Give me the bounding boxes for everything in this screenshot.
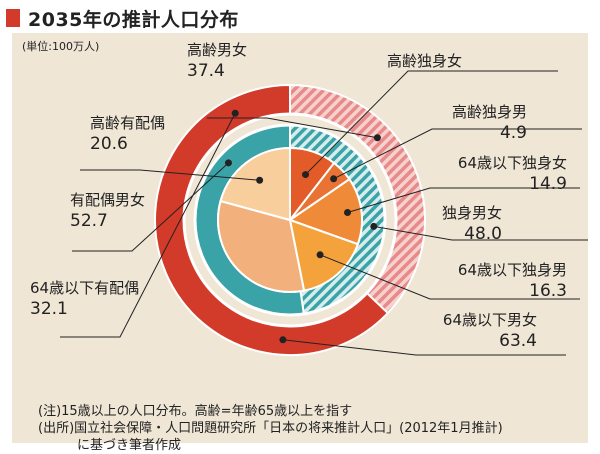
slice-label-value: 4.9 (500, 123, 527, 143)
leader-lines (60, 70, 588, 356)
slice-labels: 高齢男女 37.4 高齢有配偶 20.6 有配偶男女 52.7 64歳以下有配偶 32.1 高齢… (30, 41, 567, 351)
note-line: (出所)国立社会保障・人口問題研究所「日本の将来推計人口」(2012年1月推計) (38, 421, 503, 436)
slice-label-value: 16.3 (529, 281, 567, 301)
leader-dot (330, 175, 338, 183)
donut-chart: 高齢男女 37.4 高齢有配偶 20.6 有配偶男女 52.7 64歳以下有配偶 32.1 高齢… (22, 39, 588, 356)
slice-label-name: 高齢独身女 (387, 52, 462, 70)
leader-dot (224, 159, 232, 167)
slice-label-value: 37.4 (187, 61, 225, 81)
leader-line (282, 339, 566, 356)
slice-label-value: 48.0 (464, 224, 502, 244)
slice-label-value: 14.9 (529, 174, 567, 194)
title-marker (6, 9, 20, 27)
note-line: に基づき筆者作成 (38, 438, 182, 453)
leader-line (207, 117, 378, 139)
unit-label: (単位:100万人) (22, 39, 99, 53)
slice-label-name: 64歳以下独身男 (458, 261, 567, 279)
leader-dot (256, 176, 264, 184)
leader-line (319, 254, 580, 300)
slice-label-name: 64歳以下有配偶 (30, 279, 139, 297)
leader-line (347, 187, 580, 213)
slice-label-value: 32.1 (30, 299, 68, 319)
slice-label-name: 64歳以下独身女 (458, 154, 567, 172)
inner-ring-slice (287, 177, 363, 246)
leader-dot (231, 109, 239, 117)
slice-label-name: 高齢独身男 (452, 103, 527, 121)
chart-title: 2035年の推計人口分布 (28, 8, 239, 31)
slice-label-value: 20.6 (90, 134, 128, 154)
leader-line (373, 225, 588, 241)
ring-separator (182, 112, 398, 328)
slice-label-name: 有配偶男女 (70, 191, 145, 209)
leader-dot (344, 208, 352, 216)
leader-line (333, 128, 582, 180)
leader-dot (373, 134, 381, 142)
leader-dot (370, 222, 378, 230)
inner-ring-slice (219, 146, 291, 222)
leader-line (72, 162, 229, 252)
slice-label-value: 63.4 (499, 331, 537, 351)
ring-separator (193, 123, 387, 317)
chart-notes: (注)15歳以上の人口分布。高齢=年齢65歳以上を指す (出所)国立社会保障・人… (38, 403, 503, 454)
leader-dot (279, 336, 287, 344)
chart-panel: 高齢男女 37.4 高齢有配偶 20.6 有配偶男女 52.7 64歳以下有配偶 32.1 高齢… (12, 33, 588, 453)
inner-ring-slice (288, 218, 360, 292)
slice-label-name: 64歳以下男女 (443, 311, 537, 329)
slice-label-name: 独身男女 (442, 204, 502, 222)
chart-title-bar: 2035年の推計人口分布 (6, 4, 239, 32)
note-line: (注)15歳以上の人口分布。高齢=年齢65歳以上を指す (38, 404, 353, 419)
leader-dot (316, 251, 324, 259)
slice-label-name: 高齢有配偶 (90, 114, 165, 132)
donut-rings (154, 83, 426, 356)
slice-label-name: 高齢男女 (187, 41, 247, 59)
leader-line (80, 169, 260, 181)
slice-label-value: 52.7 (70, 211, 108, 231)
leader-line (60, 113, 236, 338)
leader-dot (302, 171, 310, 179)
inner-ring-slice (217, 199, 306, 293)
leader-line (305, 70, 558, 175)
